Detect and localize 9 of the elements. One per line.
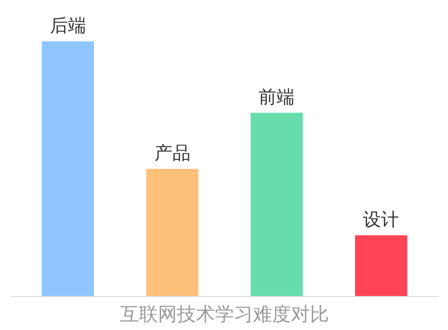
- x-tick-label: 产品: [154, 142, 190, 163]
- text: 互联网技术学习难度对比: [120, 304, 329, 326]
- x-tick-label: 设计: [363, 209, 400, 230]
- bar: [146, 168, 198, 296]
- x-tick-label: 前端: [258, 86, 295, 107]
- x-tick-label: 后端: [50, 15, 86, 36]
- bar: [250, 112, 303, 296]
- bar: [42, 41, 94, 296]
- bar: [354, 235, 408, 296]
